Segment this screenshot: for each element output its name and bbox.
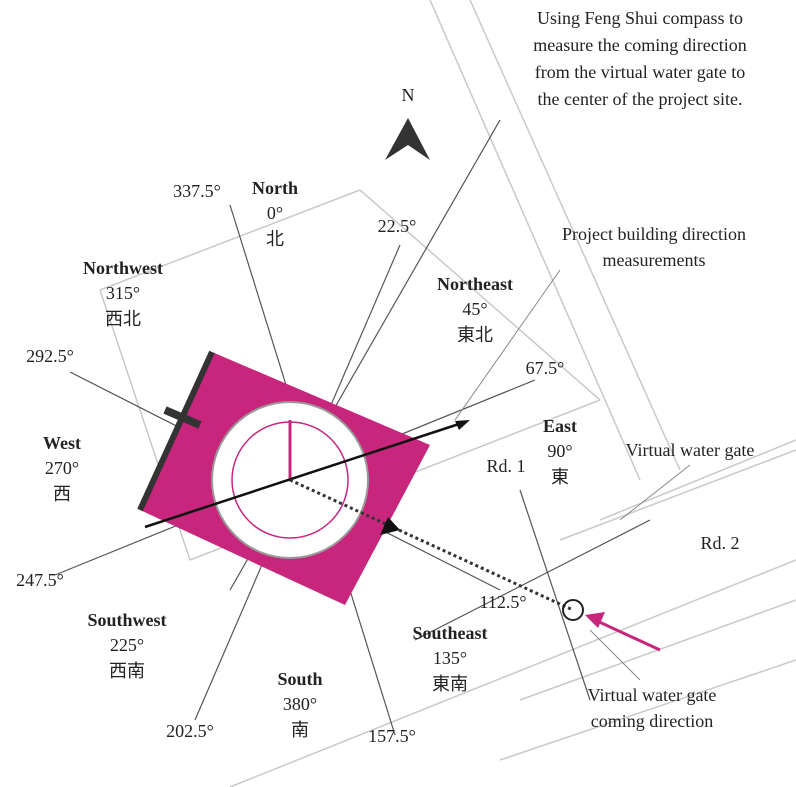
label: Using Feng Shui compass to: [537, 8, 743, 28]
label: 270°: [45, 458, 79, 478]
label: 西北: [105, 309, 141, 329]
label: 北: [266, 229, 284, 249]
label: 157.5°: [368, 726, 416, 746]
label: coming direction: [591, 711, 713, 731]
label: 西: [53, 484, 71, 504]
arrowhead: [585, 612, 605, 628]
label: 315°: [106, 283, 140, 303]
pointer: [589, 629, 641, 681]
label: measurements: [603, 250, 706, 270]
label: South: [277, 669, 322, 689]
label: Rd. 1: [486, 456, 525, 476]
label: 45°: [462, 299, 487, 319]
label: from the virtual water gate to: [535, 62, 745, 82]
label: 西南: [109, 661, 145, 681]
label: North: [252, 178, 298, 198]
labels: Using Feng Shui compass to measure the co…: [16, 8, 754, 746]
label: 112.5°: [479, 592, 526, 612]
label: Southeast: [412, 623, 487, 643]
label: 東南: [432, 674, 468, 694]
arrowhead: [380, 517, 400, 535]
label: Northeast: [437, 274, 513, 294]
plate-handle: [163, 406, 202, 429]
label: 247.5°: [16, 570, 64, 590]
label: the center of the project site.: [538, 89, 743, 109]
pointer: [454, 269, 561, 421]
label: 東: [551, 467, 569, 487]
label: Southwest: [87, 610, 166, 630]
coming-line: [289, 478, 574, 612]
pointer: [619, 464, 691, 521]
label: 0°: [267, 203, 283, 223]
label: N: [402, 85, 415, 105]
label: 225°: [110, 635, 144, 655]
label: 67.5°: [526, 358, 565, 378]
pink-arrow: [594, 618, 661, 652]
label: measure the coming direction: [533, 35, 746, 55]
measure-line: [144, 421, 463, 529]
north-arrow: [385, 118, 430, 160]
plate-edge: [137, 350, 215, 512]
arrowhead: [455, 420, 470, 430]
label: Virtual water gate: [588, 685, 717, 705]
label: 南: [291, 720, 309, 740]
label: Northwest: [83, 258, 163, 278]
label: 22.5°: [378, 216, 417, 236]
label: 135°: [433, 648, 467, 668]
label: 東北: [457, 325, 493, 345]
label: 202.5°: [166, 721, 214, 741]
label: 292.5°: [26, 346, 74, 366]
label: 337.5°: [173, 181, 221, 201]
label: East: [543, 416, 577, 436]
label: 380°: [283, 694, 317, 714]
label: West: [43, 433, 81, 453]
label: Virtual water gate: [626, 440, 755, 460]
label: 90°: [547, 441, 572, 461]
water-gate-symbol: [562, 599, 584, 621]
label: Project building direction: [562, 224, 746, 244]
label: Rd. 2: [700, 533, 739, 553]
